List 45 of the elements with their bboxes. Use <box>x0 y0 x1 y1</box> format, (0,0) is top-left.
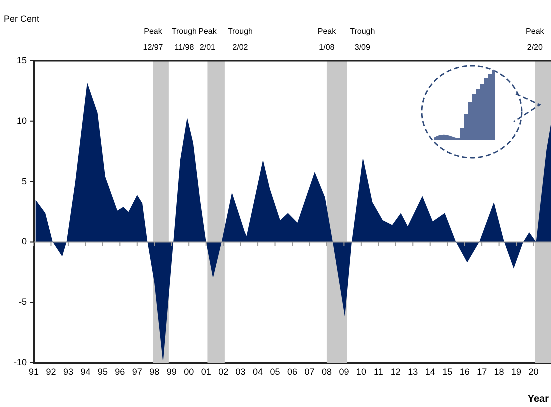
y-axis-title: Per Cent <box>4 14 40 24</box>
x-tick-label: 13 <box>408 366 418 377</box>
annotation: Trough 11/98 <box>172 27 197 52</box>
y-tick-label: -10 <box>14 357 27 368</box>
x-tick-label: 19 <box>512 366 522 377</box>
x-tick-label: 04 <box>253 366 264 377</box>
y-tick-label: 10 <box>16 116 27 126</box>
x-tick-label: 07 <box>304 366 315 377</box>
x-tick-label: 96 <box>115 366 126 377</box>
x-tick-label: 93 <box>63 366 74 377</box>
x-tick-label: 14 <box>425 366 436 377</box>
y-tick-label: 15 <box>16 55 27 66</box>
annotation: Peak 1/08 <box>318 27 338 52</box>
x-tick-label: 06 <box>287 366 298 377</box>
x-tick-label: 95 <box>98 366 108 377</box>
y-tick-label: 5 <box>22 176 27 186</box>
x-tick-label: 12 <box>390 366 401 377</box>
x-tick-label: 94 <box>80 366 91 377</box>
annotation: Peak 2/01 <box>198 27 218 52</box>
x-tick-label: 98 <box>150 366 160 377</box>
x-tick-label: 97 <box>132 366 142 377</box>
x-tick-label: 09 <box>339 366 350 377</box>
annotation: Trough 3/09 <box>350 27 376 52</box>
x-tick-label: 01 <box>201 366 212 377</box>
y-tick-label: 0 <box>22 236 27 247</box>
x-tick-label: 99 <box>166 366 177 377</box>
x-tick-label: 15 <box>442 366 453 377</box>
x-tick-label: 18 <box>494 366 504 377</box>
annotation: Peak 2/20 <box>526 27 546 52</box>
x-tick-label: 05 <box>270 366 280 377</box>
x-tick-label: 10 <box>356 366 366 377</box>
annotation: Peak 12/97 <box>143 27 164 52</box>
x-tick-label: 92 <box>46 366 56 377</box>
x-tick-label: 02 <box>218 366 229 377</box>
x-axis-title: Year <box>528 394 550 405</box>
x-tick-label: 03 <box>236 366 246 377</box>
x-tick-label: 00 <box>184 366 194 377</box>
x-tick-label: 20 <box>528 366 539 377</box>
annotation: Trough 2/02 <box>228 27 253 52</box>
x-tick-label: 17 <box>477 366 488 377</box>
x-tick-label: 11 <box>374 366 384 377</box>
x-tick-label: 16 <box>460 366 470 377</box>
x-tick-label: 91 <box>28 366 40 377</box>
x-tick-label: 08 <box>322 366 332 377</box>
y-tick-label: -5 <box>18 297 27 308</box>
